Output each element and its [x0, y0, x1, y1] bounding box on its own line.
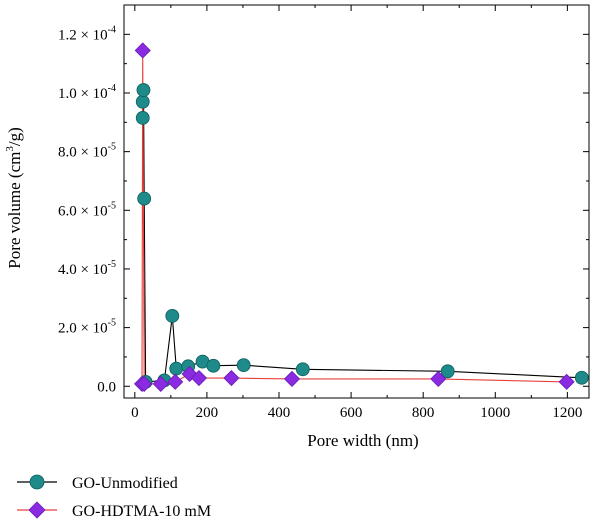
legend-label-unmodified: GO-Unmodified — [72, 475, 178, 492]
y-axis-label-superscript: 3 — [4, 146, 16, 152]
plot-area — [123, 4, 590, 399]
data-point-unmodified — [295, 362, 310, 377]
y-axis-label-end: /g) — [5, 127, 24, 146]
x-tick-label: 800 — [412, 405, 435, 421]
data-point-hdtma — [430, 370, 447, 388]
y-tick-label: 1.0 × 10-4 — [58, 83, 116, 102]
data-point-unmodified — [574, 370, 589, 385]
axis-ticks: 0 200 400 600 800 1000 1200 0.0 2.0 × 10-5 4.0 × … — [58, 5, 589, 421]
y-tick-label: 6.0 × 10-5 — [58, 200, 116, 219]
x-tick-label: 600 — [340, 405, 363, 421]
x-axis-label: Pore width (nm) — [307, 431, 418, 450]
data-point-unmodified — [206, 358, 221, 373]
data-point-hdtma — [167, 373, 184, 390]
data-point-unmodified — [169, 361, 184, 376]
y-tick-label: 4.0 × 10-5 — [58, 259, 116, 278]
series-line-0 — [142, 90, 582, 383]
data-point-unmodified — [165, 308, 180, 323]
data-point-hdtma — [223, 369, 240, 387]
data-point-hdtma — [152, 375, 169, 392]
data-point-hdtma — [190, 369, 208, 387]
data-point-unmodified — [135, 111, 150, 125]
data-point-unmodified — [236, 358, 251, 373]
y-tick-label: 1.2 × 10-4 — [58, 24, 116, 43]
x-tick-label: 0 — [131, 405, 139, 421]
y-tick-label: 8.0 × 10-5 — [58, 142, 116, 161]
data-point-hdtma — [136, 375, 153, 392]
x-tick-label: 400 — [268, 405, 291, 421]
data-point-hdtma — [283, 370, 301, 388]
legend-marker-hdtma — [28, 501, 46, 519]
y-axis-label-main: Pore volume (cm — [5, 152, 24, 269]
data-point-hdtma — [558, 373, 575, 390]
series-line-1 — [141, 50, 567, 385]
x-tick-label: 1000 — [480, 405, 510, 421]
data-point-unmodified — [136, 83, 151, 97]
legend-label-hdtma: GO-HDTMA-10 mM — [72, 503, 211, 519]
plot-frame — [123, 4, 590, 399]
data-point-unmodified — [135, 94, 150, 109]
y-tick-label: 0.0 — [97, 379, 116, 395]
data-point-unmodified — [137, 191, 152, 206]
legend: GO-Unmodified GO-HDTMA-10 mM — [17, 474, 211, 519]
data-point-hdtma — [134, 42, 151, 59]
x-tick-label: 1200 — [552, 405, 582, 421]
y-axis-label: Pore volume (cm3/g) — [4, 127, 24, 268]
x-tick-label: 200 — [196, 405, 219, 421]
data-point-unmodified — [440, 364, 455, 379]
legend-marker-unmodified — [29, 474, 45, 490]
y-tick-label: 2.0 × 10-5 — [58, 318, 116, 337]
